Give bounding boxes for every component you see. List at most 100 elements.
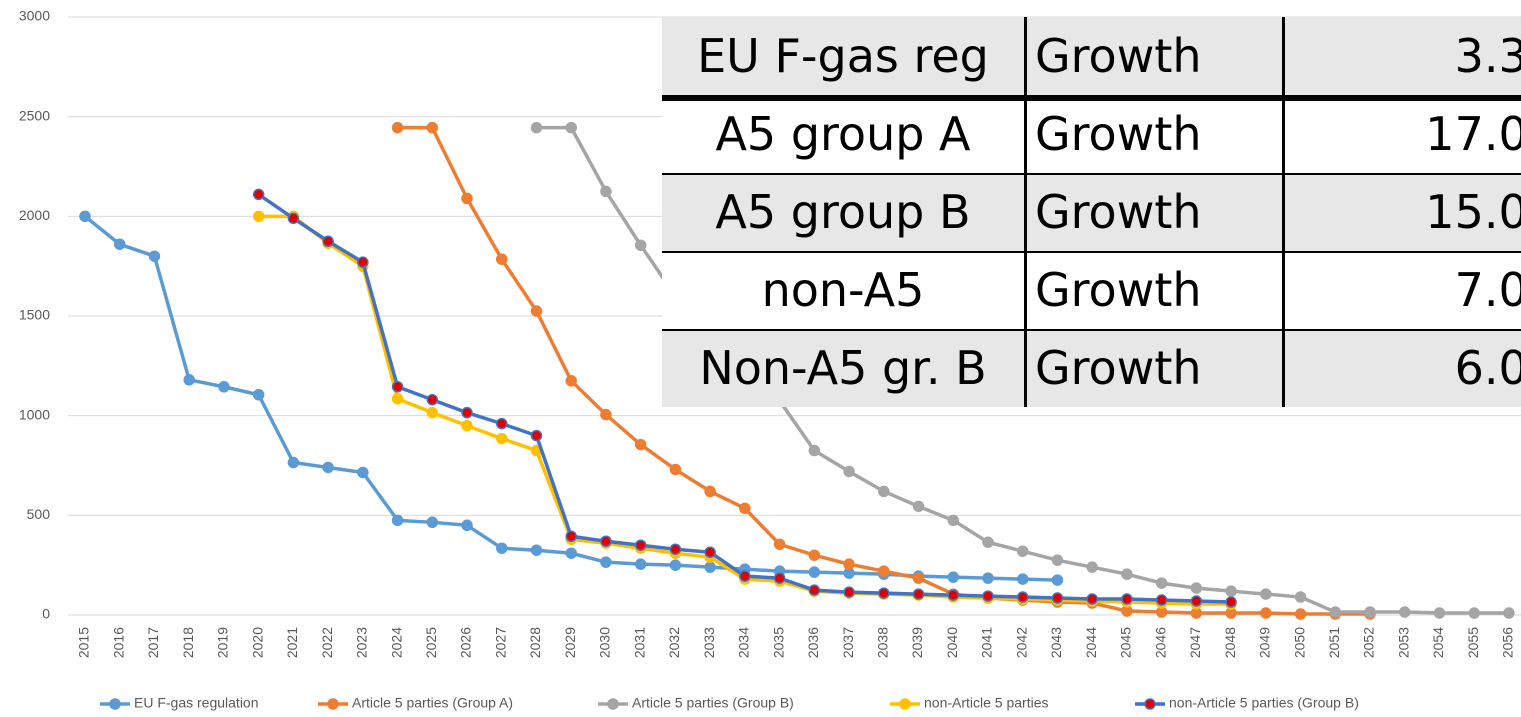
marker (669, 543, 682, 555)
marker (808, 549, 821, 561)
marker (982, 590, 994, 602)
x-tick-label: 2028 (527, 627, 543, 658)
legend-marker (327, 698, 339, 710)
marker (1086, 593, 1098, 605)
x-tick-label: 2045 (1118, 627, 1134, 658)
marker (496, 253, 508, 265)
marker (773, 572, 786, 584)
x-tick-label: 2015 (76, 627, 92, 658)
y-tick-label: 1500 (19, 307, 50, 323)
marker (530, 305, 543, 317)
x-tick-label: 2019 (215, 627, 231, 658)
marker (634, 438, 647, 451)
marker (704, 546, 716, 558)
marker (1155, 594, 1168, 606)
marker (391, 121, 404, 134)
x-tick-label: 2033 (701, 627, 717, 658)
marker (426, 516, 439, 529)
marker (1190, 582, 1203, 594)
marker (148, 250, 161, 262)
marker (739, 570, 751, 582)
table-cell: Growth (1024, 173, 1282, 251)
x-tick-label: 2017 (145, 627, 161, 658)
marker (565, 530, 577, 543)
table-cell: A5 group B (715, 185, 971, 239)
marker (461, 406, 473, 419)
marker (1016, 545, 1029, 557)
marker (739, 502, 751, 515)
marker (600, 185, 612, 198)
marker (530, 429, 543, 442)
y-tick-label: 500 (27, 506, 51, 522)
x-tick-label: 2018 (180, 627, 196, 658)
x-tick-label: 2050 (1291, 627, 1307, 658)
legend-label: non-Article 5 parties (924, 695, 1049, 711)
y-tick-label: 2000 (19, 207, 50, 223)
marker (252, 388, 265, 401)
marker (113, 238, 126, 250)
marker (808, 584, 821, 596)
marker (878, 565, 890, 577)
legend-label: non-Article 5 parties (Group B) (1169, 695, 1359, 711)
marker (773, 538, 786, 550)
marker (1051, 554, 1064, 566)
marker (496, 542, 508, 554)
table-cell: 17.00 (1282, 95, 1521, 173)
x-tick-label: 2023 (354, 627, 370, 658)
marker (1155, 577, 1168, 589)
x-tick-label: 2034 (736, 627, 752, 658)
x-tick-label: 2029 (562, 627, 578, 658)
x-tick-label: 2041 (979, 627, 995, 658)
marker (565, 121, 577, 134)
marker (843, 586, 855, 598)
marker (426, 393, 439, 406)
marker (496, 417, 508, 430)
x-tick-label: 2056 (1500, 627, 1516, 658)
marker (461, 192, 473, 205)
x-tick-label: 2053 (1395, 627, 1411, 658)
marker (496, 432, 508, 445)
marker (1398, 606, 1411, 618)
marker (461, 519, 473, 532)
marker (322, 461, 334, 474)
x-tick-label: 2039 (909, 627, 925, 658)
x-tick-label: 2030 (597, 627, 613, 658)
marker (1016, 591, 1029, 603)
x-tick-label: 2046 (1152, 627, 1168, 658)
y-tick-label: 2500 (19, 107, 50, 123)
marker (600, 408, 612, 421)
marker (322, 235, 334, 247)
x-tick-label: 2055 (1465, 627, 1481, 658)
marker (947, 571, 959, 583)
x-tick-label: 2026 (458, 627, 474, 658)
table-cell: EU F-gas reg (697, 29, 989, 83)
x-tick-label: 2043 (1048, 627, 1064, 658)
x-tick-label: 2025 (423, 627, 439, 658)
x-tick-label: 2042 (1013, 627, 1029, 658)
table-cell: A5 group A (715, 107, 971, 161)
marker (947, 589, 959, 601)
table-cell: non-A5 (761, 263, 925, 317)
marker (391, 392, 404, 405)
marker (669, 559, 682, 571)
marker (1086, 561, 1098, 573)
marker (1329, 606, 1342, 618)
legend-marker (1144, 698, 1156, 710)
marker (1433, 607, 1446, 619)
x-tick-label: 2024 (388, 627, 404, 658)
table-cell: Growth (1024, 251, 1282, 329)
x-tick-label: 2054 (1430, 627, 1446, 658)
marker (183, 374, 195, 386)
table-cell: 3.30 (1282, 17, 1521, 95)
marker (565, 375, 577, 387)
x-tick-label: 2031 (631, 627, 647, 658)
x-tick-label: 2035 (770, 627, 786, 658)
x-tick-label: 2040 (944, 627, 960, 658)
marker (1364, 606, 1376, 618)
